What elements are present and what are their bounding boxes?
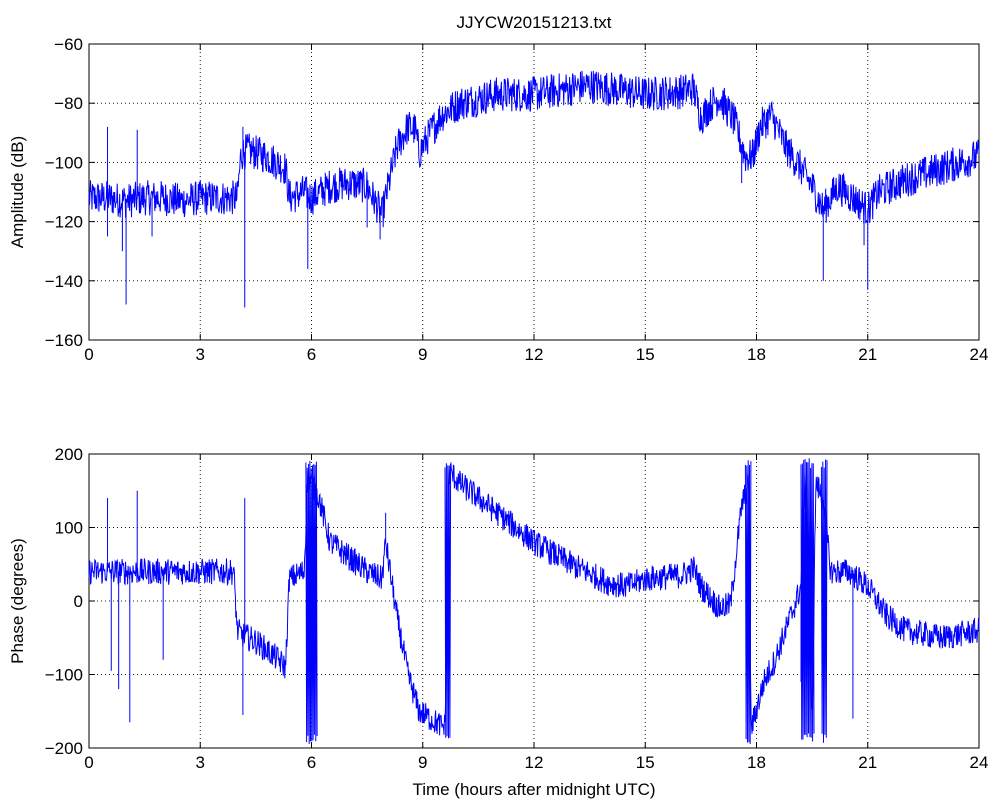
- phase-x-tick-label: 18: [747, 753, 766, 772]
- phase-wrap-band: [444, 463, 452, 739]
- amplitude-y-tick-label: −140: [45, 272, 83, 291]
- amplitude-y-tick-label: −80: [54, 94, 83, 113]
- amplitude-y-tick-label: −120: [45, 213, 83, 232]
- amplitude-y-tick-label: −100: [45, 153, 83, 172]
- amplitude-y-tick-label: −160: [45, 331, 83, 350]
- amplitude-y-axis-label: Amplitude (dB): [8, 136, 27, 248]
- phase-x-tick-label: 15: [636, 753, 655, 772]
- amplitude-y-tick-label: −60: [54, 35, 83, 54]
- amplitude-x-tick-label: 15: [636, 345, 655, 364]
- amplitude-x-tick-label: 0: [84, 345, 93, 364]
- phase-x-tick-label: 0: [84, 753, 93, 772]
- phase-panel: 0 3 6 9 12 15 18 21 24 −200 −100 0 100 200 Phase (deg…: [8, 445, 988, 799]
- phase-grid: [89, 454, 979, 748]
- phase-x-axis-label: Time (hours after midnight UTC): [412, 780, 655, 799]
- phase-y-tick-label: 0: [74, 592, 83, 611]
- amplitude-x-tick-label: 24: [970, 345, 989, 364]
- amplitude-x-tick-label: 18: [747, 345, 766, 364]
- amplitude-x-tick-label: 6: [307, 345, 316, 364]
- phase-x-tick-label: 3: [196, 753, 205, 772]
- amplitude-x-tick-label: 21: [858, 345, 877, 364]
- amplitude-grid: [89, 44, 979, 340]
- phase-wrap-band: [744, 460, 752, 745]
- amplitude-panel: 0 3 6 9 12 15 18 21 24 −160 −140 −120 −100 −80 −60 Amp…: [8, 35, 988, 364]
- phase-ticks: 0 3 6 9 12 15 18 21 24 −200 −100 0 100 200: [45, 445, 989, 772]
- phase-wrap-band: [820, 459, 828, 743]
- amplitude-trace: [88, 70, 980, 228]
- phase-y-tick-label: 100: [55, 519, 83, 538]
- phase-trace: [88, 461, 980, 736]
- phase-x-tick-label: 24: [970, 753, 989, 772]
- phase-x-tick-label: 9: [418, 753, 427, 772]
- amplitude-x-tick-label: 9: [418, 345, 427, 364]
- phase-series-line: [88, 458, 980, 745]
- amplitude-x-tick-label: 12: [525, 345, 544, 364]
- phase-x-tick-label: 6: [307, 753, 316, 772]
- phase-y-axis-label: Phase (degrees): [8, 538, 27, 664]
- amplitude-ticks: 0 3 6 9 12 15 18 21 24 −160 −140 −120 −100 −80 −60: [45, 35, 989, 364]
- phase-y-tick-label: 200: [55, 445, 83, 464]
- phase-x-tick-label: 21: [858, 753, 877, 772]
- amplitude-x-tick-label: 3: [196, 345, 205, 364]
- phase-wrap-band: [305, 460, 318, 745]
- phase-wrap-band: [800, 458, 815, 742]
- phase-y-tick-label: −200: [45, 739, 83, 758]
- phase-y-tick-label: −100: [45, 666, 83, 685]
- phase-x-tick-label: 12: [525, 753, 544, 772]
- amplitude-series-line: [88, 70, 980, 308]
- chart-title: JJYCW20151213.txt: [457, 13, 612, 32]
